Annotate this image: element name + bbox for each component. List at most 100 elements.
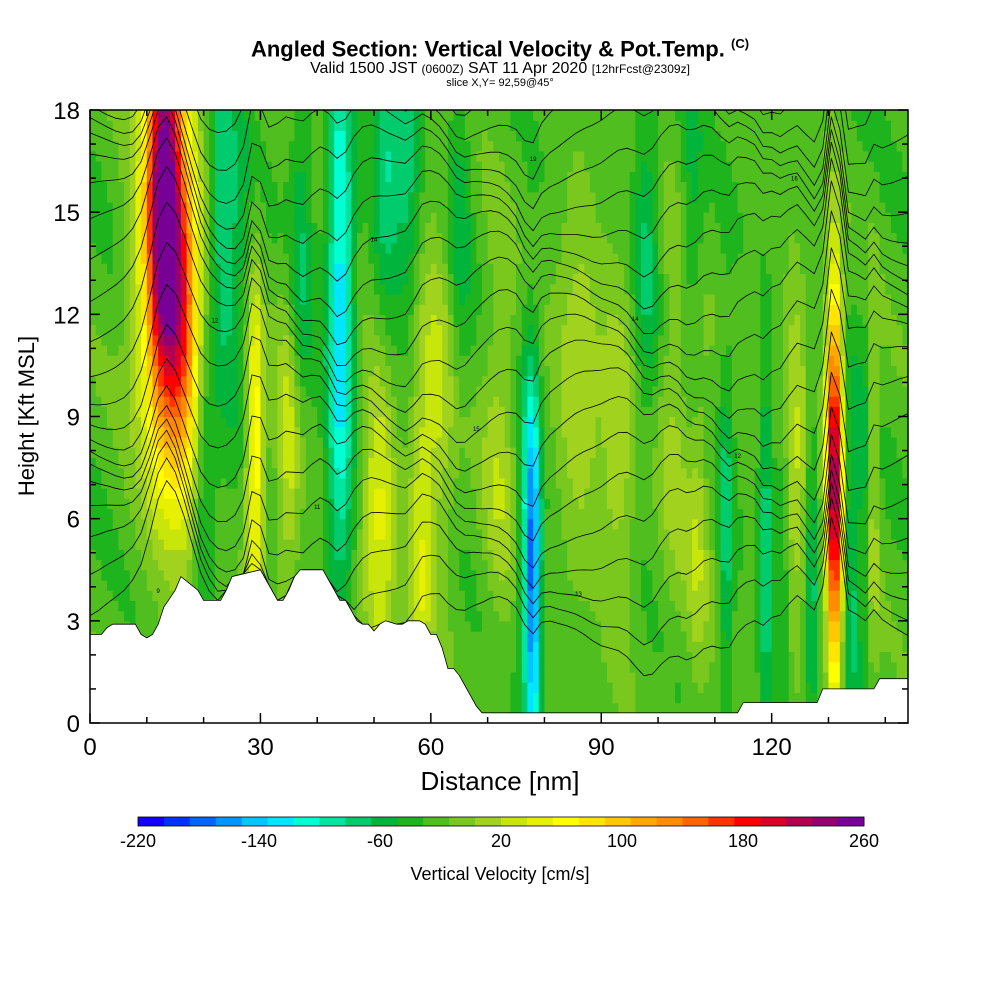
field-cell xyxy=(237,161,244,172)
field-cell xyxy=(561,651,568,663)
field-cell xyxy=(476,426,483,438)
field-cell xyxy=(163,314,171,326)
field-cell xyxy=(203,324,210,336)
field-cell xyxy=(90,120,97,132)
field-cell xyxy=(90,324,97,336)
field-cell xyxy=(533,498,540,510)
field-cell xyxy=(356,293,364,305)
field-cell xyxy=(436,344,443,356)
field-cell xyxy=(226,232,233,244)
field-cell xyxy=(430,171,438,183)
field-cell xyxy=(521,569,528,581)
field-cell xyxy=(288,171,296,183)
field-cell xyxy=(266,110,273,121)
field-cell xyxy=(180,569,188,581)
field-cell xyxy=(453,181,460,193)
field-cell xyxy=(402,314,409,326)
field-cell xyxy=(129,416,137,428)
field-cell xyxy=(124,140,131,152)
field-cell xyxy=(550,467,557,479)
field-cell xyxy=(550,549,557,561)
field-cell xyxy=(481,559,489,571)
field-cell xyxy=(232,293,239,305)
field-cell xyxy=(107,201,114,213)
field-cell xyxy=(339,344,347,356)
field-cell xyxy=(169,283,176,295)
field-cell xyxy=(163,416,171,428)
field-cell xyxy=(232,150,239,162)
field-cell xyxy=(430,120,438,132)
field-cell xyxy=(95,273,102,285)
field-cell xyxy=(527,161,534,172)
field-cell xyxy=(544,508,551,520)
field-cell xyxy=(169,212,176,223)
field-cell xyxy=(396,140,404,152)
field-cell xyxy=(533,631,540,642)
field-cell xyxy=(408,457,415,469)
field-cell xyxy=(90,457,97,469)
field-cell xyxy=(379,253,386,264)
field-cell xyxy=(192,457,199,469)
field-cell xyxy=(107,222,114,234)
field-cell xyxy=(163,375,171,387)
field-cell xyxy=(436,375,443,387)
field-cell xyxy=(146,396,154,407)
field-cell xyxy=(118,436,125,448)
field-cell xyxy=(260,191,267,203)
field-cell xyxy=(391,457,398,469)
field-cell xyxy=(90,314,97,326)
field-cell xyxy=(163,283,171,295)
field-cell xyxy=(112,232,119,244)
field-cell xyxy=(254,263,262,275)
field-cell xyxy=(447,631,455,642)
field-cell xyxy=(550,498,557,510)
field-cell xyxy=(249,283,256,295)
field-cell xyxy=(328,508,335,520)
field-cell xyxy=(533,488,540,499)
field-cell xyxy=(493,385,500,397)
field-cell xyxy=(555,212,563,223)
field-cell xyxy=(95,334,102,346)
field-cell xyxy=(197,120,205,132)
field-cell xyxy=(379,314,386,326)
field-cell xyxy=(311,304,318,315)
field-cell xyxy=(322,263,330,275)
field-cell xyxy=(305,304,313,315)
field-cell xyxy=(169,140,176,152)
field-cell xyxy=(317,518,324,530)
field-cell xyxy=(544,212,551,223)
field-cell xyxy=(459,344,466,356)
field-cell xyxy=(203,293,210,305)
field-cell xyxy=(283,120,290,132)
field-cell xyxy=(124,293,131,305)
field-cell xyxy=(345,283,352,295)
field-cell xyxy=(447,293,455,305)
field-cell xyxy=(135,140,142,152)
field-cell xyxy=(550,447,557,458)
field-cell xyxy=(95,416,102,428)
field-cell xyxy=(391,150,398,162)
field-cell xyxy=(544,304,551,315)
field-cell xyxy=(118,232,125,244)
field-cell xyxy=(118,150,125,162)
field-cell xyxy=(249,498,256,510)
field-cell xyxy=(175,355,182,367)
field-cell xyxy=(555,110,563,121)
field-cell xyxy=(180,263,188,275)
field-cell xyxy=(135,273,142,285)
field-cell xyxy=(180,508,188,520)
field-cell xyxy=(516,426,523,438)
field-cell xyxy=(396,263,404,275)
field-cell xyxy=(158,600,165,612)
field-cell xyxy=(169,324,176,336)
field-cell xyxy=(356,344,364,356)
field-cell xyxy=(112,212,119,223)
field-cell xyxy=(271,539,279,550)
field-cell xyxy=(419,447,426,458)
field-cell xyxy=(112,263,119,275)
field-cell xyxy=(163,590,171,601)
field-cell xyxy=(112,375,119,387)
field-cell xyxy=(112,110,119,121)
field-cell xyxy=(266,365,273,377)
field-cell xyxy=(135,375,142,387)
